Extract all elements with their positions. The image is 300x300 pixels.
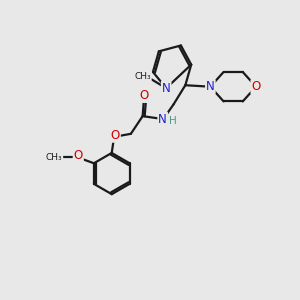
Text: N: N (158, 112, 167, 126)
Text: H: H (169, 116, 176, 126)
Text: O: O (111, 129, 120, 142)
Text: N: N (162, 82, 171, 95)
Text: O: O (140, 89, 149, 102)
Text: O: O (74, 149, 83, 162)
Text: CH₃: CH₃ (134, 72, 151, 81)
Text: N: N (206, 80, 215, 93)
Text: O: O (251, 80, 261, 93)
Text: CH₃: CH₃ (46, 153, 62, 162)
